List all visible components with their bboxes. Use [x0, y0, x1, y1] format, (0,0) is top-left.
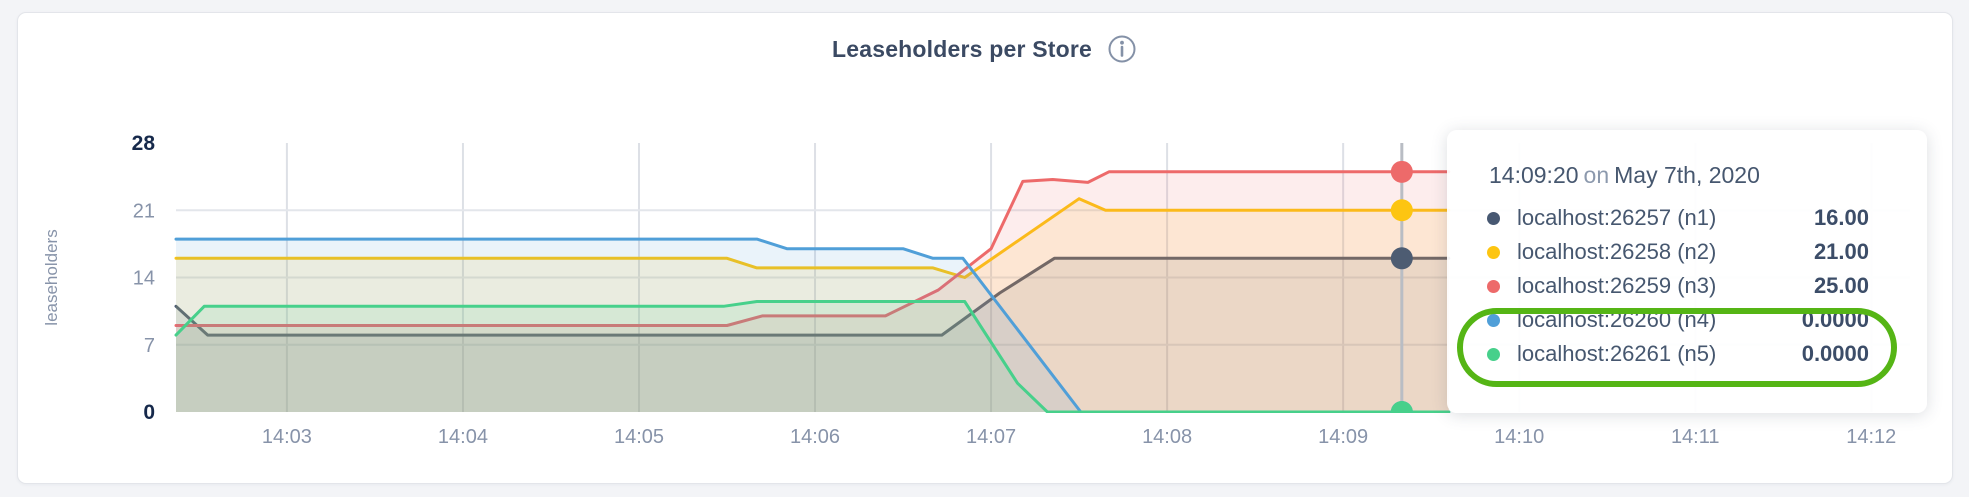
- tooltip-row: localhost:26258 (n2) 21.00: [1487, 235, 1869, 269]
- x-tick-label: 14:12: [1846, 426, 1896, 448]
- series-area-4: [176, 239, 1449, 412]
- hover-dot-1: [1390, 247, 1413, 270]
- chart-title: Leaseholders per Store: [831, 35, 1093, 62]
- series-group: [174, 170, 1451, 413]
- tooltip-series-label: localhost:26259 (n3): [1517, 273, 1717, 298]
- x-tick-label: 14:06: [790, 426, 840, 448]
- tooltip-row: localhost:26260 (n4) 0.0000: [1487, 303, 1869, 337]
- series-color-dot: [1487, 313, 1500, 327]
- info-icon[interactable]: [1107, 34, 1137, 64]
- x-tick-label: 14:04: [438, 426, 488, 448]
- tooltip-rows: localhost:26257 (n1) 16.00 localhost:26258…: [1487, 201, 1869, 371]
- x-tick-label: 14:08: [1142, 426, 1192, 448]
- series-color-dot: [1487, 211, 1500, 225]
- y-tick-label: 0: [143, 401, 155, 424]
- series-color-dot: [1487, 279, 1500, 293]
- tooltip-series-value: 0.0000: [1801, 307, 1869, 332]
- tooltip-series-value: 0.0000: [1801, 341, 1869, 366]
- tooltip-series-label: localhost:26258 (n2): [1517, 239, 1717, 264]
- series-line-1: [174, 256, 1451, 337]
- x-tick-label: 14:11: [1671, 426, 1720, 448]
- hover-dot-3: [1390, 160, 1413, 183]
- tooltip-row: localhost:26261 (n5) 0.0000: [1487, 337, 1869, 371]
- hover-group: [1390, 143, 1413, 413]
- series-line-3: [174, 170, 1451, 327]
- y-tick-label: 28: [132, 132, 156, 155]
- tooltip-timestamp: 14:09:20 on May 7th, 2020: [1489, 162, 1869, 189]
- x-tick-label: 14:05: [614, 426, 664, 448]
- hover-dot-2: [1390, 199, 1413, 222]
- tooltip-row: localhost:26257 (n1) 16.00: [1487, 201, 1869, 235]
- tooltip-series-label: localhost:26260 (n4): [1517, 307, 1717, 332]
- tooltip-time: 14:09:20: [1489, 162, 1579, 188]
- series-area-2: [176, 198, 1449, 412]
- series-color-dot: [1487, 245, 1500, 259]
- series-area-5: [176, 301, 1449, 412]
- series-color-dot: [1487, 347, 1500, 361]
- x-tick-label: 14:03: [262, 426, 312, 448]
- series-line-2: [174, 197, 1451, 279]
- tooltip-row: localhost:26259 (n3) 25.00: [1487, 269, 1869, 303]
- y-tick-label: 14: [133, 268, 155, 290]
- series-area-3: [176, 171, 1449, 412]
- series-line-4: [174, 237, 1451, 413]
- tooltip-conjunction: on: [1583, 162, 1610, 188]
- tooltip-date: May 7th, 2020: [1614, 162, 1760, 188]
- x-tick-label: 14:07: [966, 426, 1016, 448]
- y-tick-label: 21: [133, 200, 155, 222]
- tooltip-series-label: localhost:26257 (n1): [1517, 205, 1717, 230]
- hover-tooltip: 14:09:20 on May 7th, 2020 localhost:26257 …: [1447, 130, 1927, 413]
- tooltip-series-value: 16.00: [1813, 205, 1869, 230]
- series-line-5: [174, 300, 1451, 413]
- x-tick-label: 14:10: [1494, 426, 1544, 448]
- axis-labels: 0 7 14 21 28 14:03 14:04 14:05 14:06 14:07 14:08 14…: [42, 132, 1896, 448]
- y-tick-label: 7: [144, 335, 155, 357]
- chart-header: Leaseholders per Store: [0, 34, 1969, 64]
- x-tick-label: 14:09: [1318, 426, 1368, 448]
- hover-dot-5: [1390, 401, 1413, 413]
- tooltip-series-label: localhost:26261 (n5): [1517, 341, 1717, 366]
- tooltip-series-value: 25.00: [1813, 273, 1869, 298]
- tooltip-series-value: 21.00: [1813, 239, 1869, 264]
- y-axis-title: leaseholders: [42, 229, 61, 325]
